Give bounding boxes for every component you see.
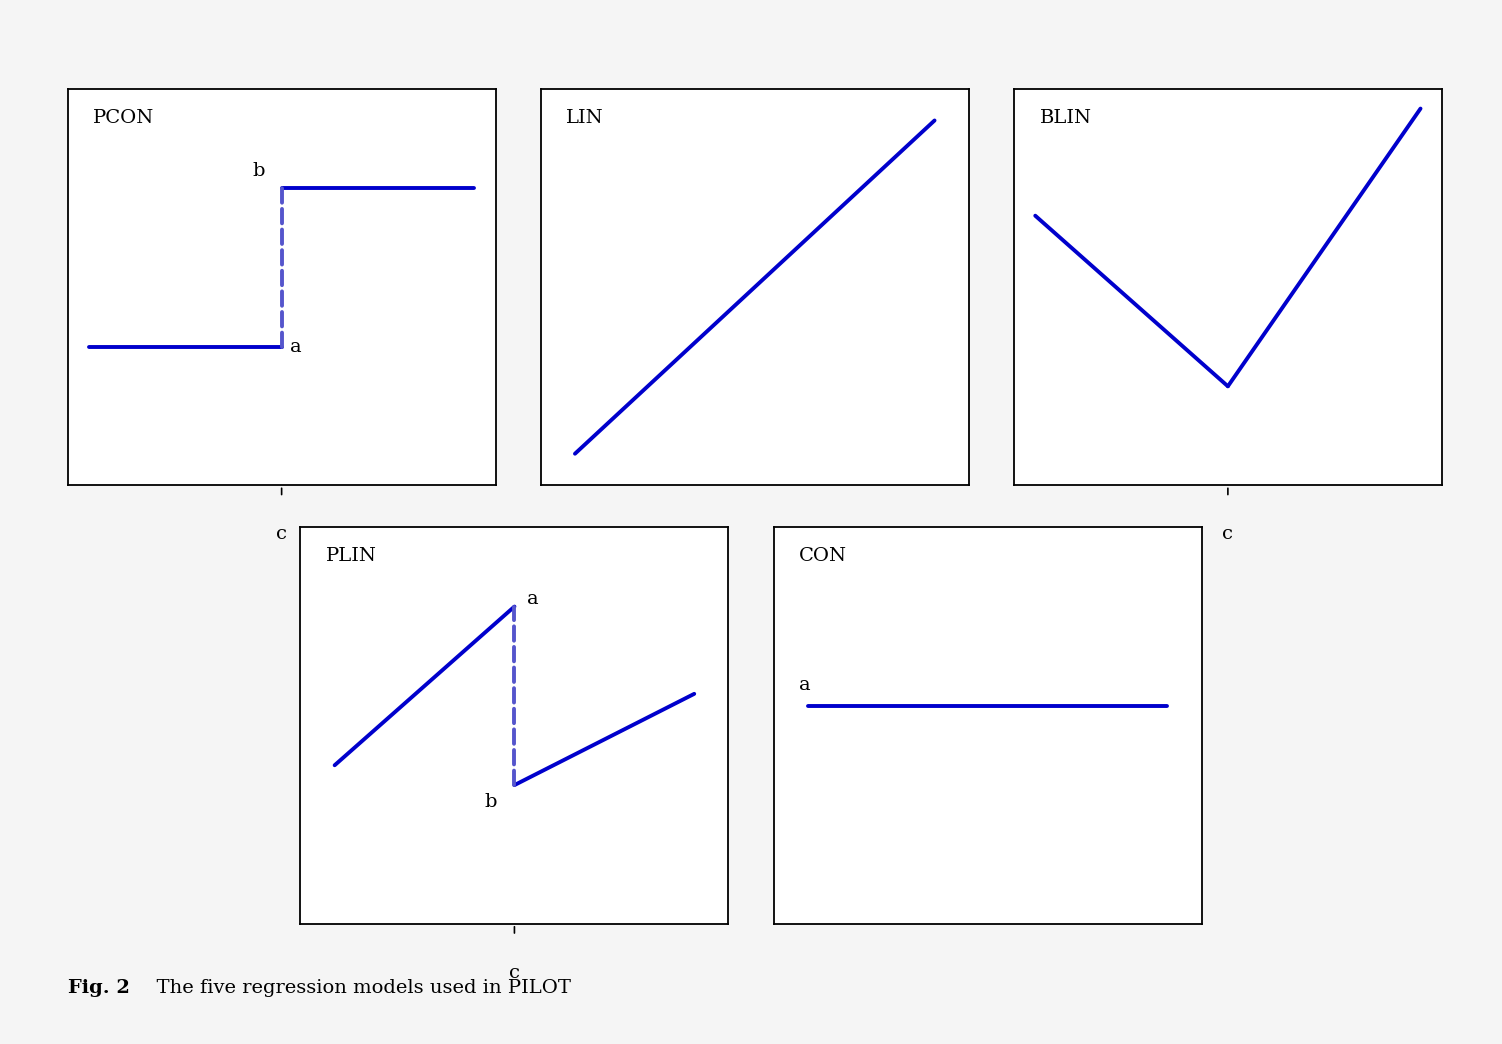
Text: b: b [252,162,264,180]
Text: c: c [276,525,287,543]
Text: PLIN: PLIN [326,547,377,565]
Text: a: a [527,590,539,608]
Text: BLIN: BLIN [1039,109,1092,126]
Text: The five regression models used in PILOT: The five regression models used in PILOT [144,979,571,997]
Text: c: c [1223,525,1233,543]
Text: PCON: PCON [93,109,155,126]
Text: b: b [485,793,497,811]
Text: a: a [799,675,811,694]
Text: Fig. 2: Fig. 2 [68,979,129,997]
Text: c: c [509,964,520,981]
Text: CON: CON [799,547,847,565]
Text: LIN: LIN [566,109,604,126]
Text: a: a [290,337,302,356]
